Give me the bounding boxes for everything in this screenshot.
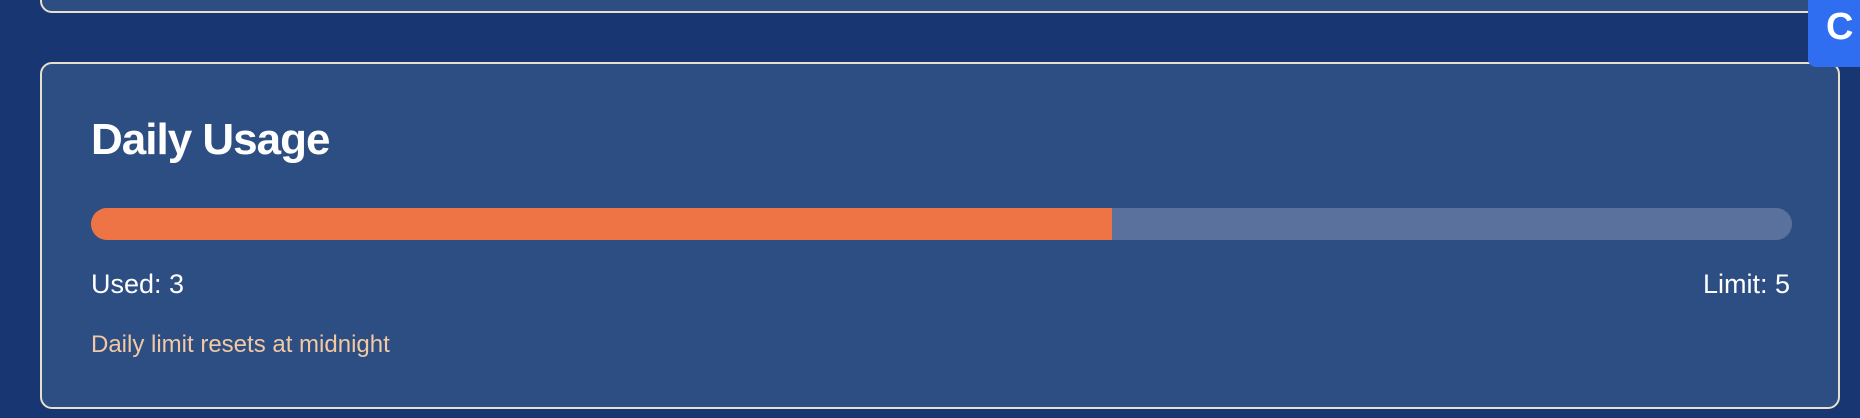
reset-note: Daily limit resets at midnight: [91, 331, 390, 358]
used-count: Used: 3: [91, 269, 185, 299]
daily-usage-card: Daily Usage Used: 3 Limit: 5 Daily limit…: [40, 62, 1840, 409]
card-title: Daily Usage: [91, 115, 330, 164]
usage-progress-fill: [91, 208, 1112, 240]
usage-progress-bar: [91, 208, 1792, 240]
corner-badge-button[interactable]: C: [1808, 0, 1860, 67]
brand-c-icon: C: [1826, 6, 1854, 48]
limit-count: Limit: 5: [1702, 269, 1790, 299]
previous-card: [40, 0, 1840, 13]
